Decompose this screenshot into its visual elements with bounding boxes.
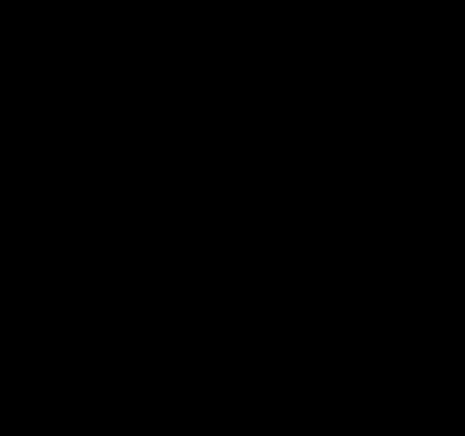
- drawing-viewport[interactable]: [0, 0, 465, 436]
- viewport-background: [0, 0, 465, 436]
